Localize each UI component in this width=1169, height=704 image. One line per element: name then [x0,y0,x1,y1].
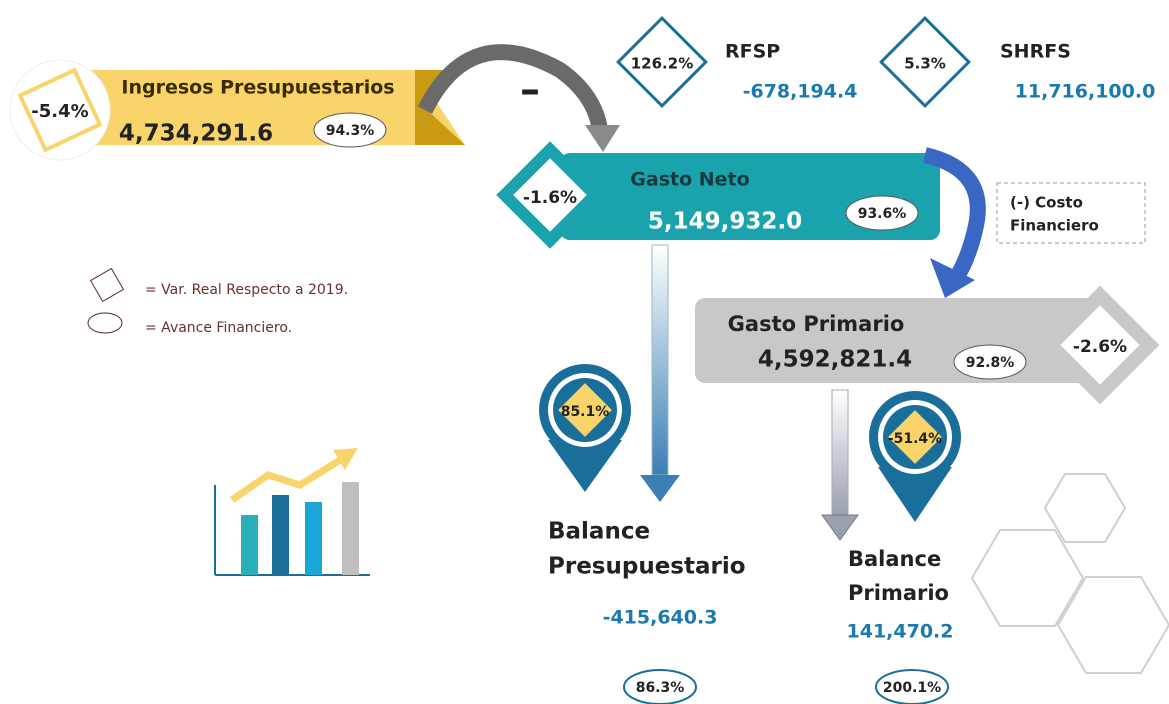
variation: 5.3% [904,55,946,73]
progress: 86.3% [636,680,685,696]
arrow [652,245,668,475]
variation: -1.6% [523,188,577,208]
arrow [425,52,600,130]
arrow-head [640,475,680,502]
variation: 126.2% [631,55,693,73]
value: 4,734,291.6 [119,121,273,147]
value: 5,149,932.0 [648,209,802,235]
label: Primario [848,581,949,605]
label: RFSP [725,41,780,63]
legend-oval [88,313,122,333]
variation: -5.4% [31,101,88,122]
value: 141,470.2 [847,621,954,643]
label: Presupuestario [548,554,746,580]
progress: 200.1% [883,680,941,696]
arrow [832,390,848,515]
legend-diamond [91,269,124,302]
value: 4,592,821.4 [758,347,912,373]
value: -678,194.4 [743,81,858,103]
label: SHRFS [1000,41,1071,63]
variation: 85.1% [561,404,610,420]
value: -415,640.3 [603,607,718,629]
decoration [972,474,1169,673]
label: Ingresos Presupuestarios [121,77,394,99]
legend-text: = Var. Real Respecto a 2019. [145,282,348,298]
value: 11,716,100.0 [1015,81,1156,103]
progress: 94.3% [326,123,375,139]
label: Balance [848,547,941,571]
label: Gasto Neto [630,169,749,191]
progress: 92.8% [966,355,1015,371]
arrow-head [822,515,858,540]
variation: -2.6% [1073,337,1127,357]
label: Balance [548,519,650,545]
legend-text: = Avance Financiero. [145,320,292,336]
icon [215,448,370,575]
infographic: -5.4% Ingresos Presupuestarios 4,734,291… [0,0,1169,704]
label: Gasto Primario [728,312,905,336]
operator: – [520,67,540,113]
variation: -51.4% [888,431,942,447]
arrow-head [585,125,620,152]
note: Financiero [1010,217,1099,235]
note: (-) Costo [1010,194,1083,212]
progress: 93.6% [858,206,907,222]
